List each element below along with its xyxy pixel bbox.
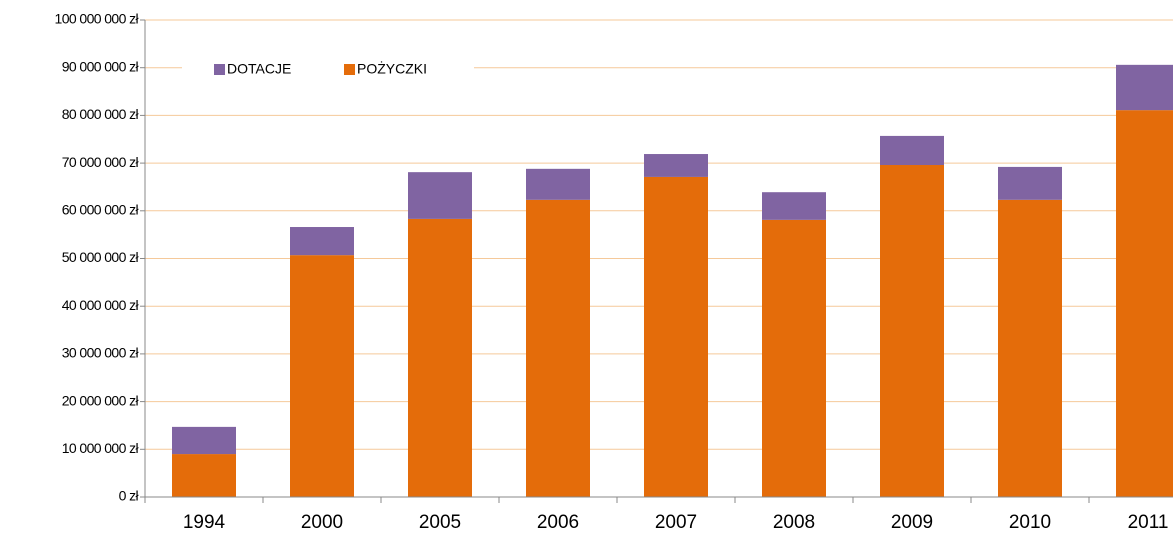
x-tick-label: 2006 <box>537 512 579 533</box>
y-tick-label: 90 000 000 zł <box>62 58 140 74</box>
bar-segment <box>880 165 944 497</box>
x-tick-label: 2008 <box>773 512 815 533</box>
x-tick-label: 2007 <box>655 512 697 533</box>
y-tick-label: 100 000 000 zł <box>55 11 140 27</box>
legend-label: DOTACJE <box>227 61 291 77</box>
bar-segment <box>998 166 1062 200</box>
legend-swatch <box>214 64 225 75</box>
y-tick-label: 40 000 000 zł <box>62 297 140 313</box>
x-tick-label: 2009 <box>891 512 933 533</box>
bar-segment <box>408 172 472 219</box>
x-tick-label: 2000 <box>301 512 343 533</box>
x-tick-label: 2010 <box>1009 512 1051 533</box>
bar-segment <box>1116 110 1173 497</box>
bar-segment <box>172 454 236 497</box>
bar-segment <box>762 192 826 220</box>
legend-label: POŻYCZKI <box>357 60 427 77</box>
x-tick-label: 2005 <box>419 512 461 533</box>
y-tick-label: 0 zł <box>119 488 140 504</box>
x-tick-label: 2011 <box>1128 512 1169 533</box>
bar-segment <box>1116 64 1173 111</box>
legend-swatch <box>344 64 355 75</box>
bar-segment <box>762 219 826 497</box>
y-tick-label: 30 000 000 zł <box>62 345 140 361</box>
y-tick-label: 20 000 000 zł <box>62 392 140 408</box>
y-tick-label: 50 000 000 zł <box>62 249 140 265</box>
x-tick-label: 1994 <box>183 512 226 533</box>
bar-segment <box>290 255 354 497</box>
bar-segment <box>998 199 1062 498</box>
y-tick-label: 80 000 000 zł <box>62 106 140 122</box>
y-tick-label: 70 000 000 zł <box>62 154 140 170</box>
y-tick-label: 10 000 000 zł <box>62 440 140 456</box>
bar-segment <box>172 426 236 455</box>
bar-segment <box>644 176 708 498</box>
bar-segment <box>644 154 708 177</box>
bar-segment <box>408 218 472 497</box>
bar-segment <box>526 168 590 200</box>
legend-box <box>182 56 474 82</box>
bar-segment <box>880 135 944 166</box>
bar-segment <box>290 227 354 256</box>
y-tick-label: 60 000 000 zł <box>62 202 140 218</box>
bar-segment <box>526 199 590 498</box>
